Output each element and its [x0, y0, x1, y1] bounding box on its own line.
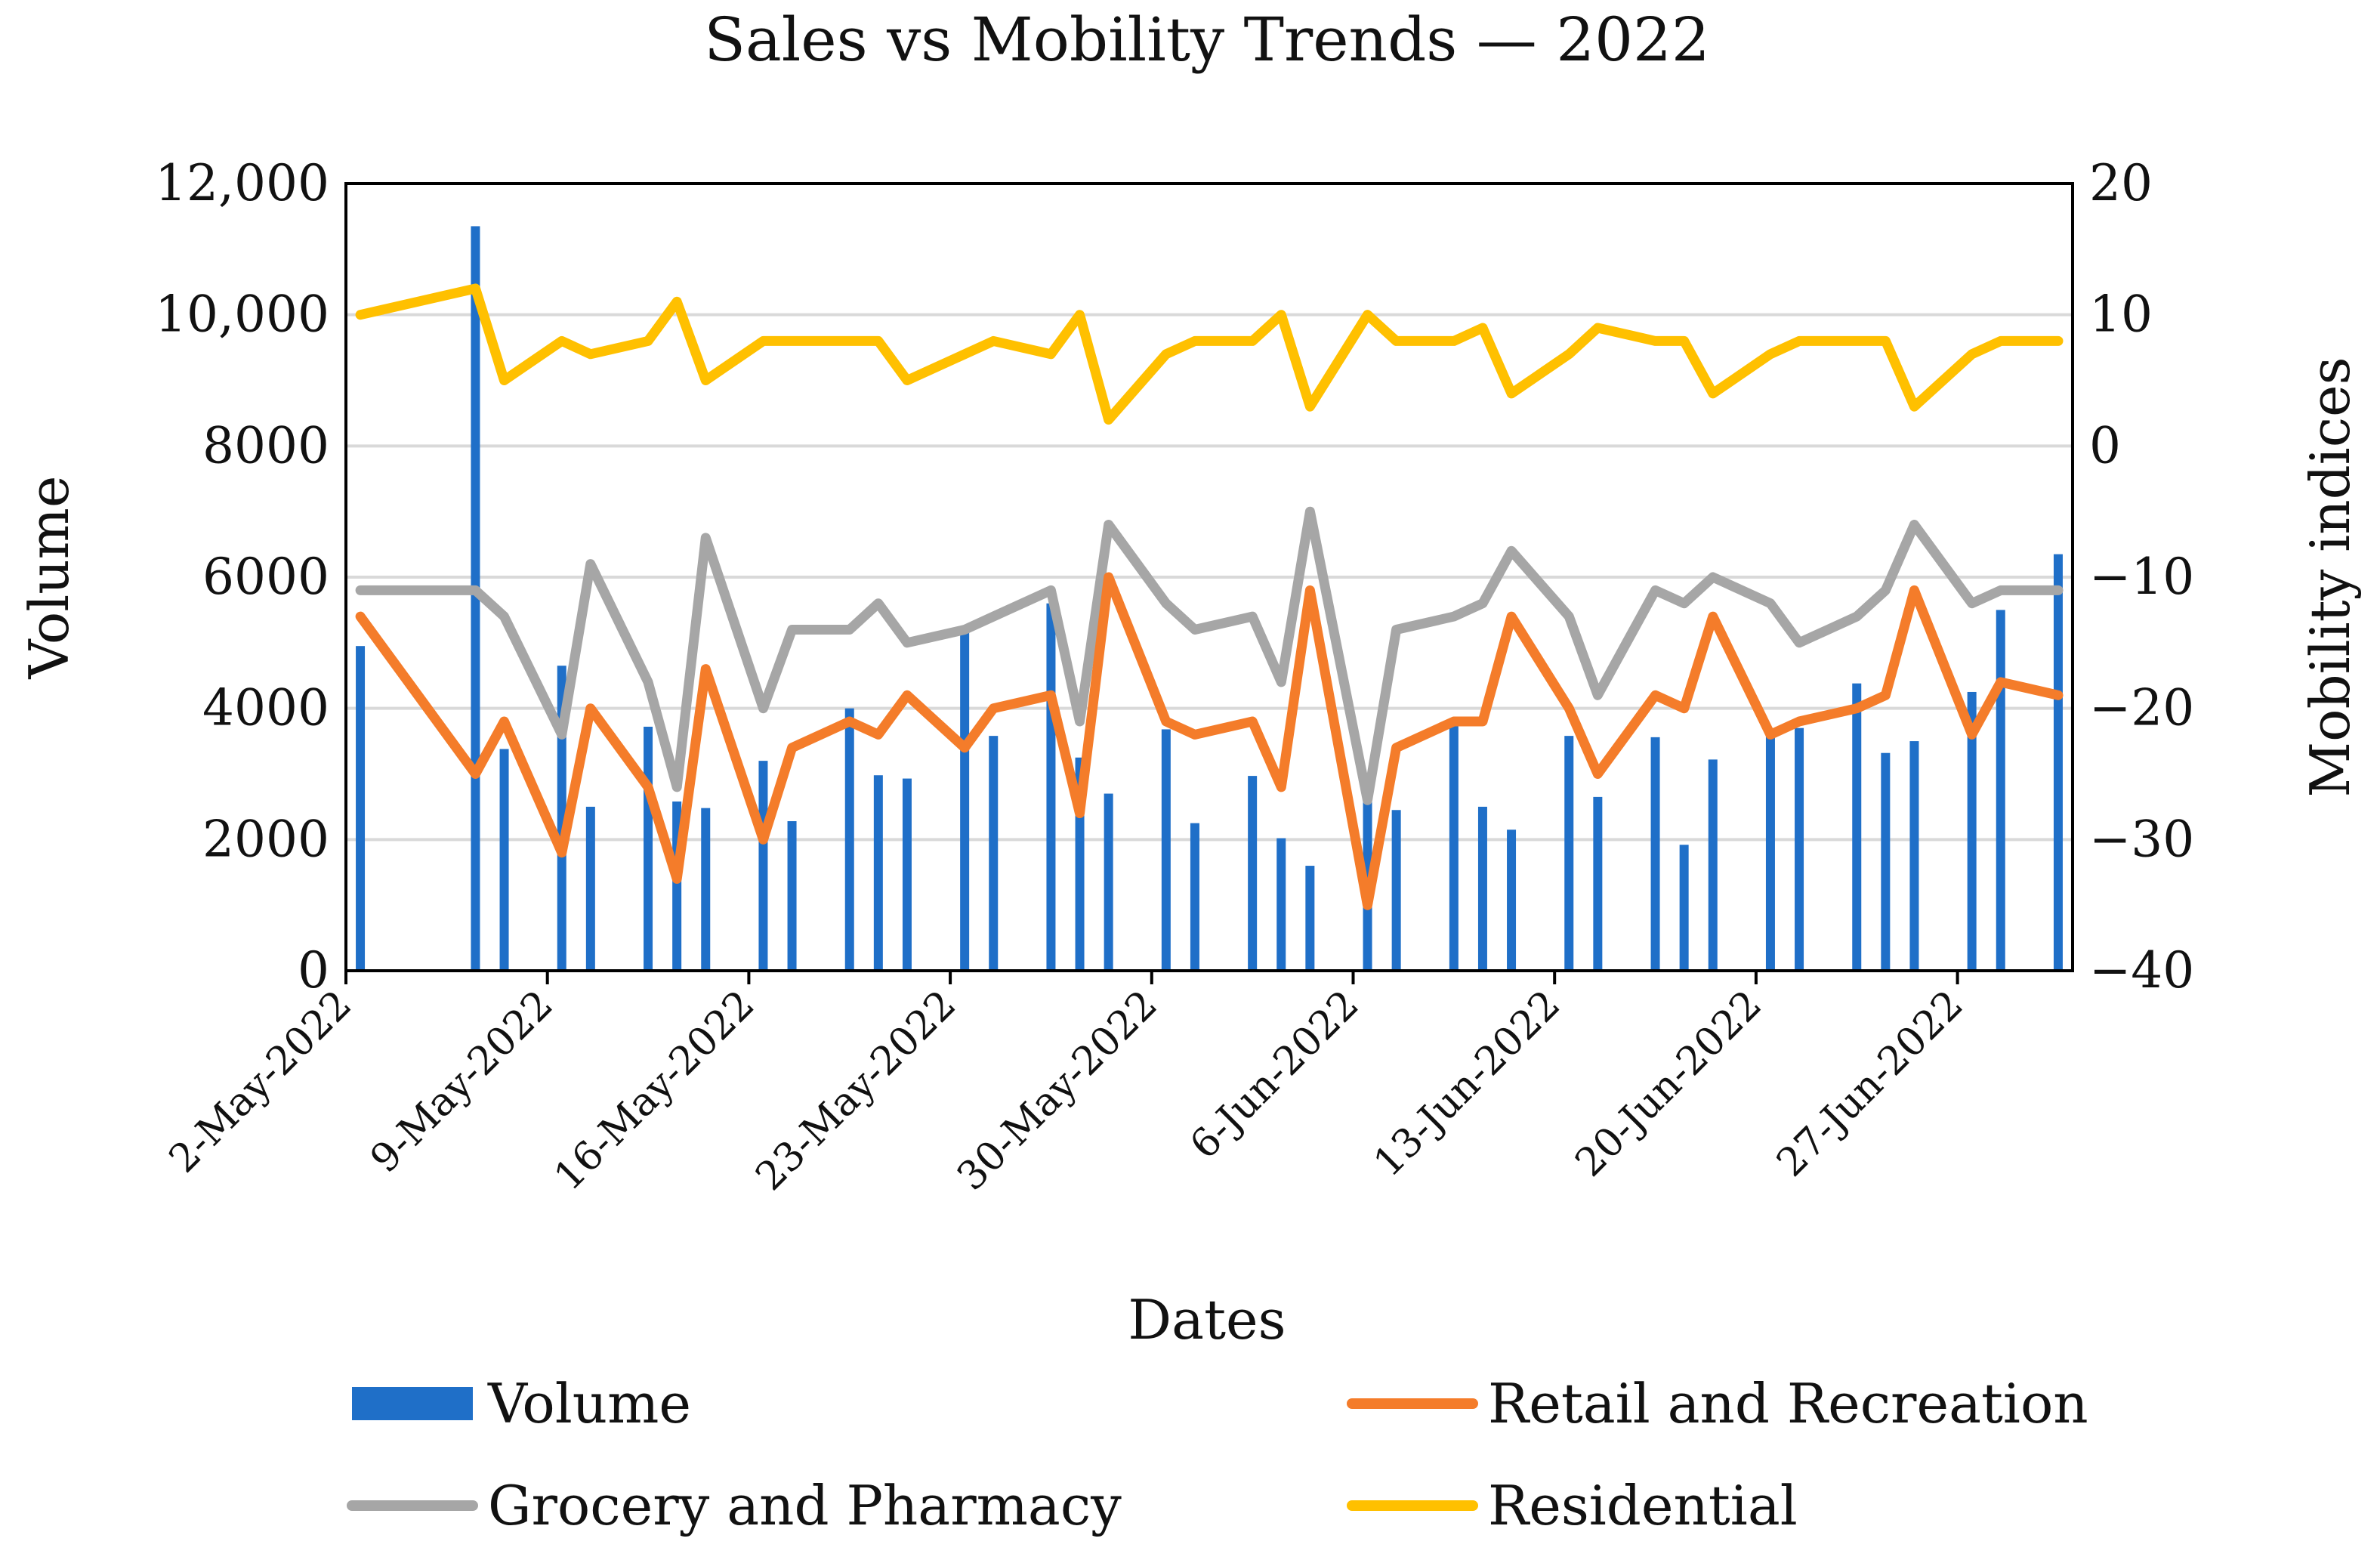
volume-bar: [1391, 810, 1401, 971]
legend-label-retail-and-recreation: Retail and Recreation: [1488, 1372, 2088, 1435]
volume-bar: [1449, 718, 1459, 971]
y2-tick-label: 0: [2089, 416, 2121, 474]
right-axis-ticks: −40 −30 −20 −10 0 10 20: [2089, 154, 2194, 999]
volume-bar: [1593, 796, 1603, 971]
x-tick-label: 27-Jun-2022: [1768, 982, 1972, 1186]
y-tick-label: 12,000: [155, 154, 329, 212]
y2-tick-label: −30: [2089, 810, 2194, 868]
volume-bar: [1104, 793, 1113, 971]
y2-tick-label: −20: [2089, 679, 2194, 737]
x-tick-label: 2-May-2022: [161, 982, 361, 1182]
volume-bar: [1852, 683, 1862, 971]
legend: Volume Retail and Recreation Grocery and P…: [347, 1372, 2088, 1537]
x-tick-label: 13-Jun-2022: [1366, 982, 1570, 1186]
y-tick-label: 4000: [202, 679, 329, 737]
x-tick-label: 6-Jun-2022: [1181, 982, 1367, 1168]
left-axis-ticks: 0 2000 4000 6000 8000 10,000 12,000: [155, 154, 329, 999]
volume-bar: [844, 708, 854, 971]
volume-bar: [356, 646, 366, 971]
retail-and-recreation-line: [355, 572, 2064, 910]
legend-swatch-volume: [352, 1387, 473, 1420]
volume-bar: [1679, 845, 1689, 971]
volume-bar: [1507, 829, 1517, 971]
y2-tick-label: 20: [2089, 154, 2153, 212]
y2-tick-label: −10: [2089, 548, 2194, 606]
volume-bar: [1564, 736, 1574, 971]
volume-bar: [499, 749, 509, 971]
volume-bar: [471, 226, 480, 971]
volume-bar: [644, 726, 653, 971]
volume-bar: [1305, 866, 1315, 971]
plot-area-frame: [344, 182, 2074, 972]
x-axis-ticks: 2-May-2022 9-May-202216-May-202223-May-20…: [161, 971, 1972, 1200]
volume-bar: [1765, 734, 1775, 971]
volume-bar: [1708, 759, 1718, 971]
y-tick-label: 8000: [202, 416, 329, 474]
y2-axis-title: Mobility indices: [2298, 357, 2362, 797]
x-tick-label: 23-May-2022: [747, 982, 965, 1200]
volume-bar: [1967, 691, 1977, 971]
grocery-and-pharmacy-line: [355, 506, 2064, 805]
legend-label-residential: Residential: [1488, 1474, 1798, 1537]
x-tick-label: 9-May-2022: [362, 982, 562, 1182]
volume-bar: [787, 821, 797, 971]
y-tick-label: 6000: [202, 548, 329, 606]
volume-bar: [989, 736, 999, 971]
volume-bar: [1161, 729, 1171, 971]
x-tick-label: 30-May-2022: [949, 982, 1166, 1200]
volume-bar: [1881, 752, 1891, 971]
x-tick-label: 16-May-2022: [546, 982, 764, 1200]
y2-tick-label: −40: [2089, 941, 2194, 999]
volume-bar: [1477, 806, 1487, 971]
volume-bar: [960, 629, 970, 971]
volume-bar: [557, 666, 566, 971]
volume-bar: [1996, 610, 2005, 971]
volume-bar: [1276, 838, 1286, 971]
x-tick-label: 20-Jun-2022: [1567, 982, 1770, 1186]
volume-bar: [585, 806, 595, 971]
chart-title: Sales vs Mobility Trends — 2022: [704, 5, 1710, 75]
x-axis-title: Dates: [1128, 1288, 1286, 1351]
y-tick-label: 0: [298, 941, 329, 999]
volume-bar: [1795, 727, 1804, 971]
mobility-lines: [355, 283, 2064, 910]
volume-bar: [1650, 737, 1660, 971]
legend-label-grocery-and-pharmacy: Grocery and Pharmacy: [488, 1474, 1122, 1537]
volume-bar: [758, 761, 768, 971]
volume-bar: [1046, 603, 1056, 971]
gridlines: [346, 313, 2073, 842]
volume-bar: [873, 775, 883, 971]
y-tick-label: 10,000: [155, 286, 329, 344]
volume-bar: [1909, 741, 1919, 971]
volume-bar: [902, 778, 912, 971]
volume-bar: [701, 808, 711, 971]
y2-tick-label: 10: [2089, 286, 2153, 344]
volume-bar: [1190, 823, 1199, 971]
volume-bar: [2053, 554, 2063, 971]
residential-line: [355, 283, 2064, 425]
y-tick-label: 2000: [202, 810, 329, 868]
volume-bar: [1248, 776, 1258, 971]
legend-label-volume: Volume: [487, 1372, 691, 1435]
y-axis-title: Volume: [17, 475, 81, 679]
